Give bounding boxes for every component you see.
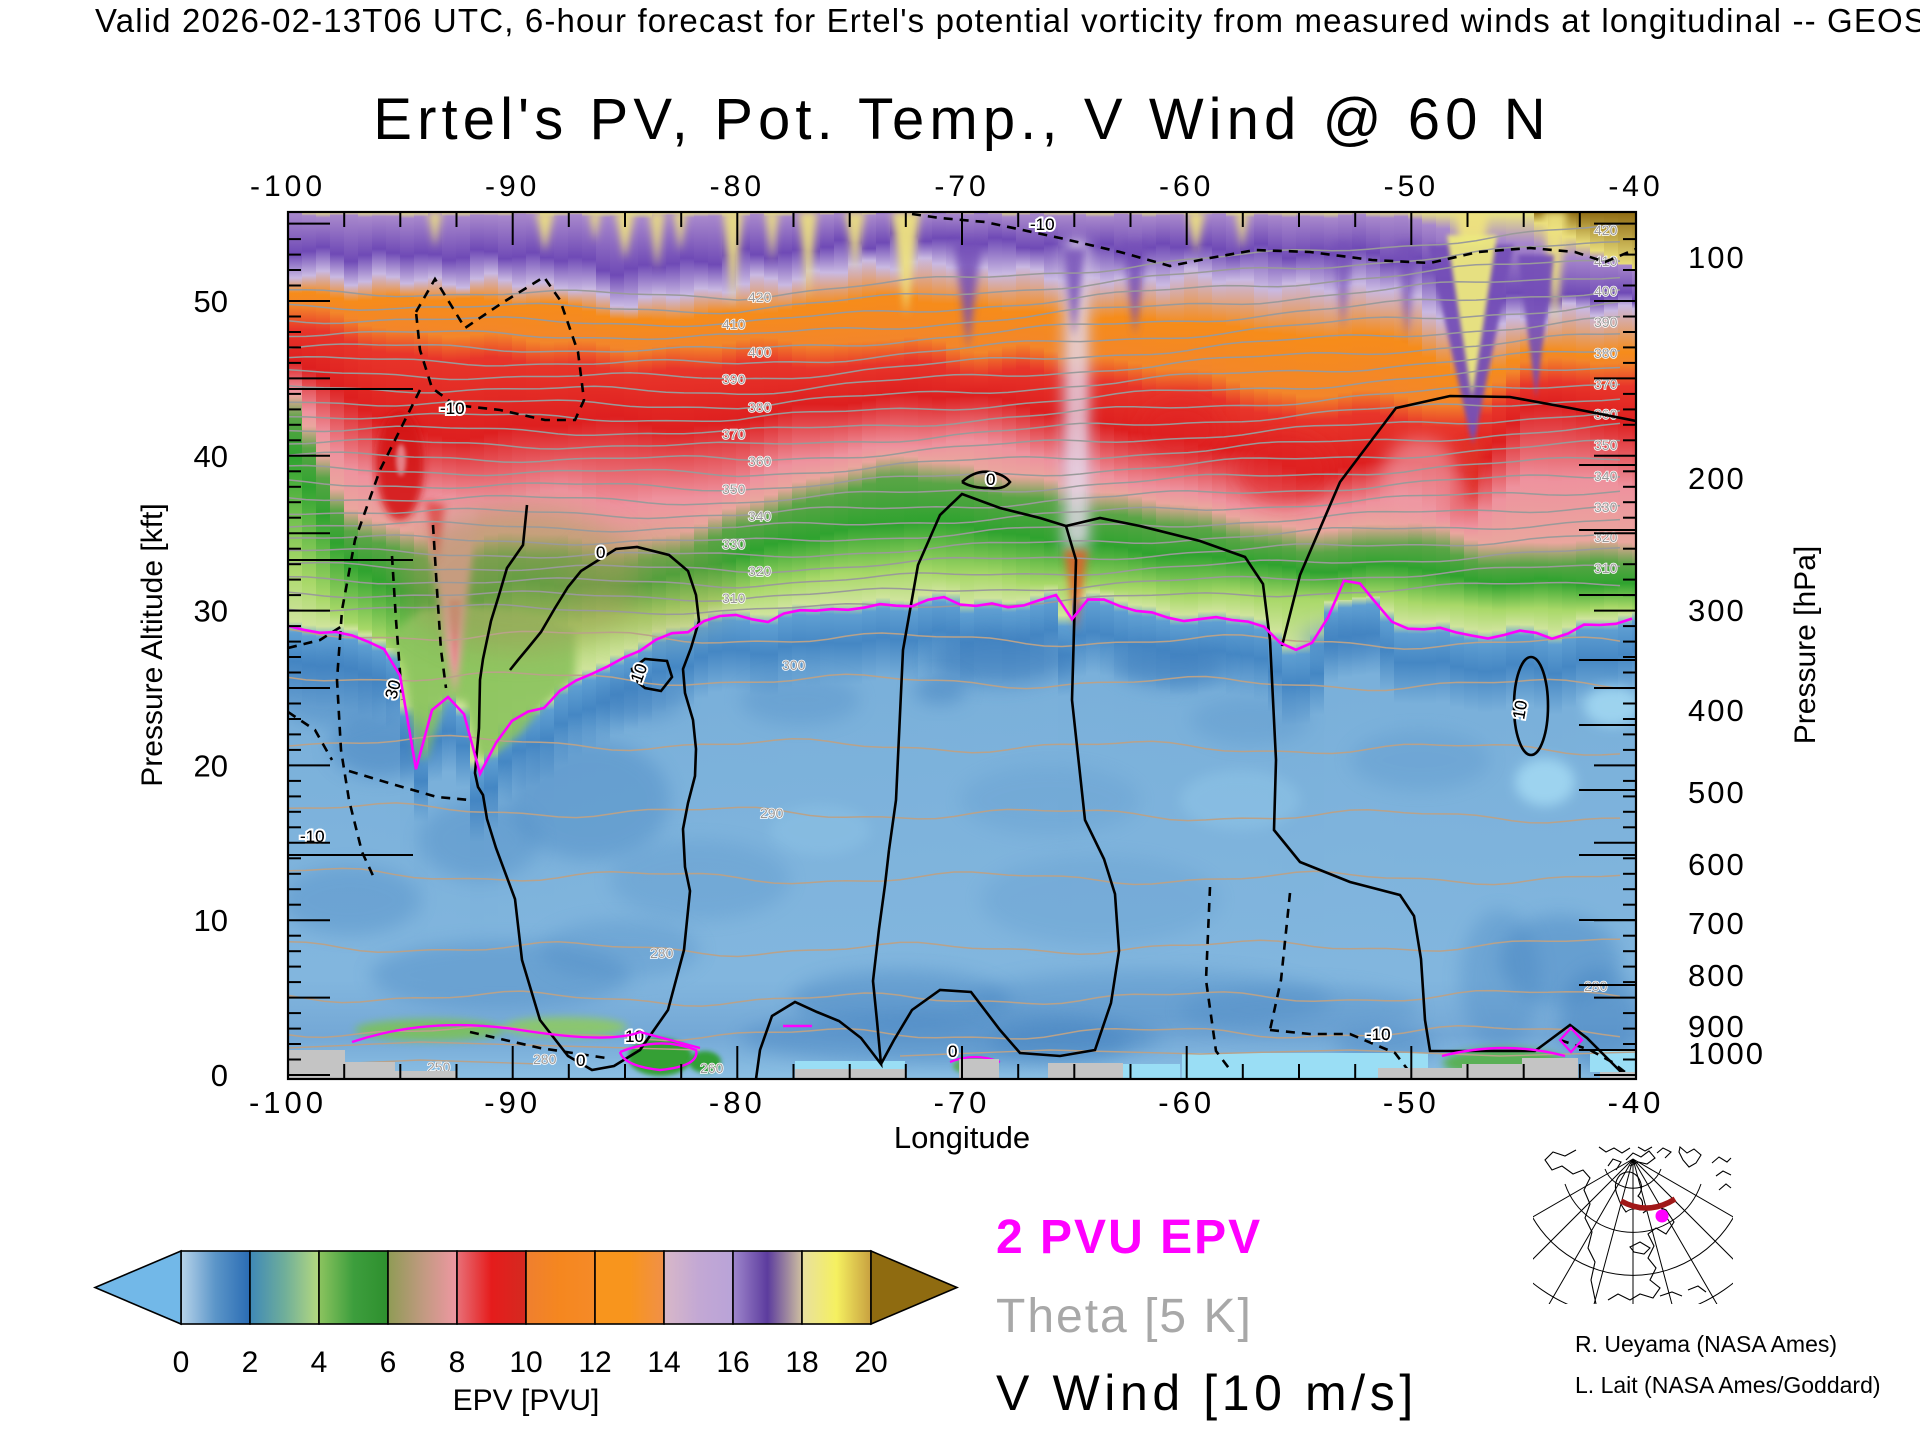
svg-text:-50: -50: [1384, 170, 1439, 203]
svg-text:-90: -90: [484, 1085, 541, 1120]
svg-text:380: 380: [1594, 345, 1618, 361]
svg-text:30: 30: [194, 594, 228, 629]
svg-text:-10: -10: [300, 827, 325, 846]
svg-text:0: 0: [986, 470, 995, 489]
svg-text:-70: -70: [934, 1085, 991, 1120]
svg-text:900: 900: [1688, 1009, 1746, 1044]
svg-text:50: 50: [194, 284, 228, 319]
svg-text:18: 18: [785, 1346, 818, 1379]
svg-text:300: 300: [1688, 593, 1746, 628]
svg-text:16: 16: [716, 1346, 749, 1379]
svg-text:310: 310: [722, 590, 746, 606]
svg-text:330: 330: [722, 536, 746, 552]
svg-text:370: 370: [722, 426, 746, 442]
svg-text:320: 320: [748, 563, 772, 579]
svg-text:-10: -10: [1030, 215, 1055, 234]
svg-text:390: 390: [722, 371, 746, 387]
svg-text:340: 340: [1594, 468, 1618, 484]
svg-text:2 PVU EPV: 2 PVU EPV: [996, 1211, 1262, 1264]
svg-text:0: 0: [948, 1042, 957, 1061]
svg-text:410: 410: [722, 316, 746, 332]
svg-text:-80: -80: [709, 1085, 766, 1120]
svg-text:2: 2: [242, 1346, 259, 1379]
svg-text:-40: -40: [1608, 170, 1663, 203]
svg-text:290: 290: [760, 805, 784, 821]
svg-text:-10: -10: [1366, 1025, 1391, 1044]
svg-text:10: 10: [509, 1346, 542, 1379]
svg-text:0: 0: [596, 543, 605, 562]
svg-text:20: 20: [194, 748, 228, 783]
svg-text:-80: -80: [710, 170, 765, 203]
svg-text:260: 260: [700, 1060, 724, 1076]
svg-text:R. Ueyama (NASA Ames): R. Ueyama (NASA Ames): [1575, 1331, 1837, 1357]
svg-text:200: 200: [1688, 461, 1746, 496]
svg-text:420: 420: [1594, 222, 1618, 238]
svg-text:370: 370: [1594, 376, 1618, 392]
svg-text:Pressure Altitude [kft]: Pressure Altitude [kft]: [136, 503, 169, 786]
svg-text:340: 340: [748, 508, 772, 524]
svg-text:-60: -60: [1159, 170, 1214, 203]
svg-text:-90: -90: [485, 170, 540, 203]
svg-text:600: 600: [1688, 847, 1746, 882]
svg-text:0: 0: [576, 1051, 585, 1070]
svg-text:-10: -10: [440, 399, 465, 418]
svg-text:310: 310: [1594, 560, 1618, 576]
svg-text:100: 100: [1688, 240, 1746, 275]
svg-text:Theta [5 K]: Theta [5 K]: [996, 1290, 1253, 1343]
svg-text:320: 320: [1594, 529, 1618, 545]
svg-text:-100: -100: [250, 170, 326, 203]
svg-text:6: 6: [380, 1346, 397, 1379]
svg-text:L. Lait (NASA Ames/Goddard): L. Lait (NASA Ames/Goddard): [1575, 1372, 1881, 1398]
svg-text:EPV [PVU]: EPV [PVU]: [453, 1384, 600, 1417]
svg-text:0: 0: [173, 1346, 190, 1379]
svg-text:Pressure [hPa]: Pressure [hPa]: [1789, 546, 1822, 744]
svg-text:380: 380: [748, 399, 772, 415]
svg-text:-50: -50: [1383, 1085, 1440, 1120]
svg-text:1000: 1000: [1688, 1036, 1765, 1071]
svg-text:20: 20: [854, 1346, 887, 1379]
svg-text:800: 800: [1688, 958, 1746, 993]
svg-text:-10: -10: [440, 399, 465, 418]
svg-text:10: 10: [1509, 699, 1531, 721]
svg-text:0: 0: [576, 1051, 585, 1070]
svg-text:280: 280: [533, 1051, 557, 1067]
svg-text:500: 500: [1688, 775, 1746, 810]
svg-text:4: 4: [311, 1346, 328, 1379]
svg-text:30: 30: [382, 678, 405, 701]
svg-text:-10: -10: [1366, 1025, 1391, 1044]
svg-text:-10: -10: [1030, 215, 1055, 234]
svg-text:-40: -40: [1608, 1085, 1665, 1120]
svg-text:-100: -100: [249, 1085, 327, 1120]
svg-text:390: 390: [1594, 314, 1618, 330]
svg-text:-70: -70: [934, 170, 989, 203]
svg-text:350: 350: [722, 481, 746, 497]
svg-text:Valid 2026-02-13T06 UTC, 6-hou: Valid 2026-02-13T06 UTC, 6-hour forecast…: [95, 2, 1920, 39]
svg-text:10: 10: [194, 903, 228, 938]
svg-text:400: 400: [1594, 283, 1618, 299]
svg-text:40: 40: [194, 439, 228, 474]
svg-text:-60: -60: [1158, 1085, 1215, 1120]
svg-text:400: 400: [1688, 693, 1746, 728]
svg-text:350: 350: [1594, 437, 1618, 453]
svg-text:0: 0: [986, 470, 995, 489]
svg-text:12: 12: [578, 1346, 611, 1379]
svg-text:330: 330: [1594, 499, 1618, 515]
svg-text:Longitude: Longitude: [894, 1120, 1030, 1155]
svg-text:300: 300: [782, 657, 806, 673]
svg-text:0: 0: [596, 543, 605, 562]
svg-text:400: 400: [748, 344, 772, 360]
svg-text:Ertel's PV, Pot. Temp., V Wind: Ertel's PV, Pot. Temp., V Wind @ 60 N: [373, 87, 1550, 152]
svg-text:0: 0: [211, 1058, 228, 1093]
svg-text:14: 14: [647, 1346, 680, 1379]
svg-text:420: 420: [748, 289, 772, 305]
svg-text:V Wind [10 m/s]: V Wind [10 m/s]: [996, 1365, 1418, 1421]
svg-text:360: 360: [748, 453, 772, 469]
svg-text:8: 8: [449, 1346, 466, 1379]
svg-text:700: 700: [1688, 906, 1746, 941]
svg-text:0: 0: [948, 1042, 957, 1061]
svg-text:280: 280: [650, 945, 674, 961]
